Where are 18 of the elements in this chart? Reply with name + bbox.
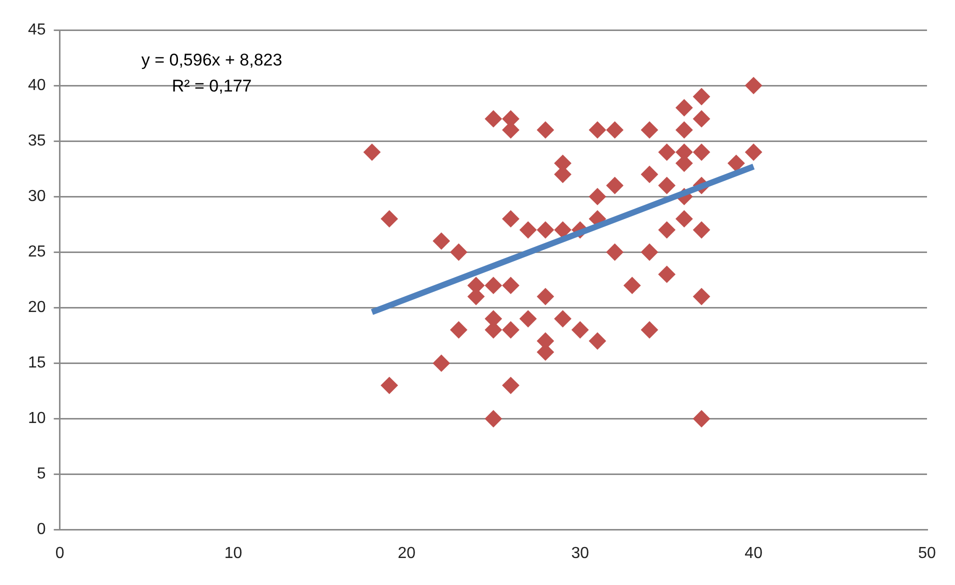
y-tick-label: 35	[28, 132, 46, 150]
y-tick-label: 40	[28, 76, 46, 94]
annotation: y = 0,596x + 8,823	[141, 50, 282, 70]
y-tick-label: 5	[36, 466, 46, 483]
y-tick-label: 25	[28, 244, 46, 261]
x-tick-label: 20	[398, 544, 416, 562]
x-tick-label: 50	[918, 544, 936, 562]
x-tick-label: 10	[224, 544, 242, 562]
y-tick-label: 45	[28, 21, 46, 38]
y-tick-label: 10	[28, 410, 46, 428]
x-tick-label: 30	[571, 544, 590, 562]
x-tick-label: 0	[55, 544, 64, 562]
y-tick-label: 15	[28, 354, 46, 372]
y-tick-label: 20	[28, 299, 46, 316]
annotation: R² = 0,177	[172, 76, 252, 96]
x-tick-label: 40	[744, 544, 763, 562]
y-tick-label: 30	[28, 188, 46, 206]
y-tick-label: 0	[36, 521, 46, 538]
